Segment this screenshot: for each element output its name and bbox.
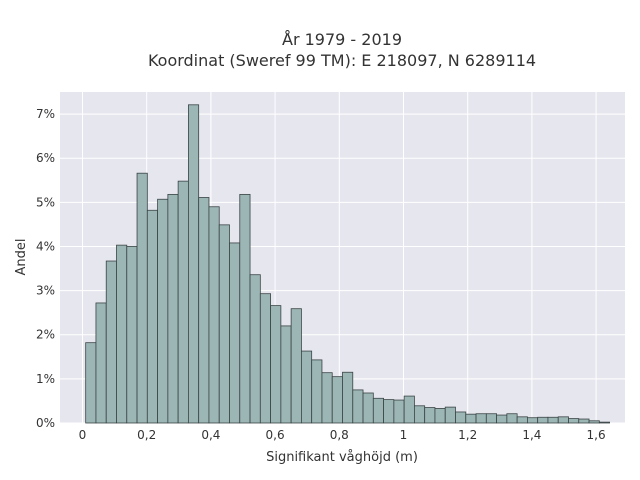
histogram-bar: [239, 193, 251, 424]
x-tick-label: 0: [79, 428, 87, 442]
histogram-bars: [85, 104, 610, 424]
chart-title-line-2: Koordinat (Sweref 99 TM): E 218097, N 62…: [148, 51, 536, 70]
histogram-bar: [270, 305, 282, 424]
histogram-bar: [136, 172, 148, 424]
y-tick-label: 4%: [36, 239, 55, 253]
histogram-bar: [146, 209, 158, 424]
x-axis-label: Signifikant våghöjd (m): [266, 450, 418, 465]
histogram-bar: [496, 414, 508, 424]
x-tick-label: 1,2: [458, 428, 477, 442]
histogram-bar: [547, 416, 559, 424]
histogram-bar: [444, 406, 456, 424]
y-tick-label: 1%: [36, 372, 55, 386]
histogram-bar: [588, 420, 600, 424]
histogram-bar: [229, 242, 241, 424]
histogram-bar: [516, 416, 528, 424]
y-tick-label: 7%: [36, 107, 55, 121]
histogram-bar: [527, 417, 539, 424]
chart-title-line-1: År 1979 - 2019: [282, 30, 402, 49]
histogram-bar: [485, 413, 497, 424]
histogram-bar: [116, 244, 128, 424]
x-tick-label: 0,4: [201, 428, 220, 442]
histogram-bar: [321, 372, 333, 424]
histogram-bar: [578, 418, 590, 424]
histogram-bar: [557, 416, 569, 424]
histogram-bar: [290, 308, 302, 424]
y-tick-label: 2%: [36, 328, 55, 342]
histogram-bar: [105, 260, 117, 424]
histogram-bar: [208, 206, 220, 424]
x-tick-label: 1,6: [587, 428, 606, 442]
histogram-bar: [403, 395, 415, 424]
histogram-bar: [85, 342, 97, 424]
y-axis-label: Andel: [14, 239, 29, 276]
y-tick-label: 0%: [36, 416, 55, 430]
x-tick-label: 0,6: [266, 428, 285, 442]
x-tick-label: 0,8: [330, 428, 349, 442]
histogram-bar: [568, 418, 580, 424]
y-tick-label: 6%: [36, 151, 55, 165]
histogram-bar: [311, 359, 323, 424]
histogram-bar: [301, 350, 313, 424]
histogram-bar: [188, 104, 200, 424]
histogram-bar: [218, 224, 230, 424]
histogram-bar: [434, 408, 446, 424]
histogram-bar: [280, 325, 292, 424]
histogram-bar: [249, 274, 261, 424]
histogram-bar: [198, 197, 210, 424]
histogram-bar: [177, 180, 189, 424]
y-tick-labels: 0% 1% 2% 3% 4% 5% 6% 7%: [36, 107, 55, 430]
histogram-bar: [352, 389, 364, 424]
y-tick-label: 5%: [36, 195, 55, 209]
histogram-bar: [383, 399, 395, 424]
histogram-bar: [157, 198, 169, 424]
histogram-bar: [372, 397, 384, 424]
histogram-bar: [167, 193, 179, 424]
x-tick-label: 0,2: [137, 428, 156, 442]
histogram-bar: [331, 376, 343, 424]
histogram-bar: [126, 246, 138, 424]
histogram-bar: [537, 416, 549, 424]
x-tick-label: 1,4: [522, 428, 541, 442]
histogram-bar: [465, 413, 477, 424]
histogram-bar: [393, 399, 405, 424]
x-tick-labels: 0 0,2 0,4 0,6 0,8 1 1,2 1,4 1,6: [79, 428, 606, 442]
histogram-bar: [362, 392, 374, 424]
histogram-bar: [598, 421, 610, 424]
histogram-bar: [414, 405, 426, 424]
histogram-bar: [342, 371, 354, 424]
histogram-bar: [95, 302, 107, 424]
histogram-bar: [424, 407, 436, 424]
histogram-bar: [475, 413, 487, 424]
histogram-bar: [506, 413, 518, 424]
x-tick-label: 1: [400, 428, 408, 442]
histogram-bar: [259, 293, 271, 424]
histogram-bar: [455, 411, 467, 424]
y-tick-label: 3%: [36, 284, 55, 298]
